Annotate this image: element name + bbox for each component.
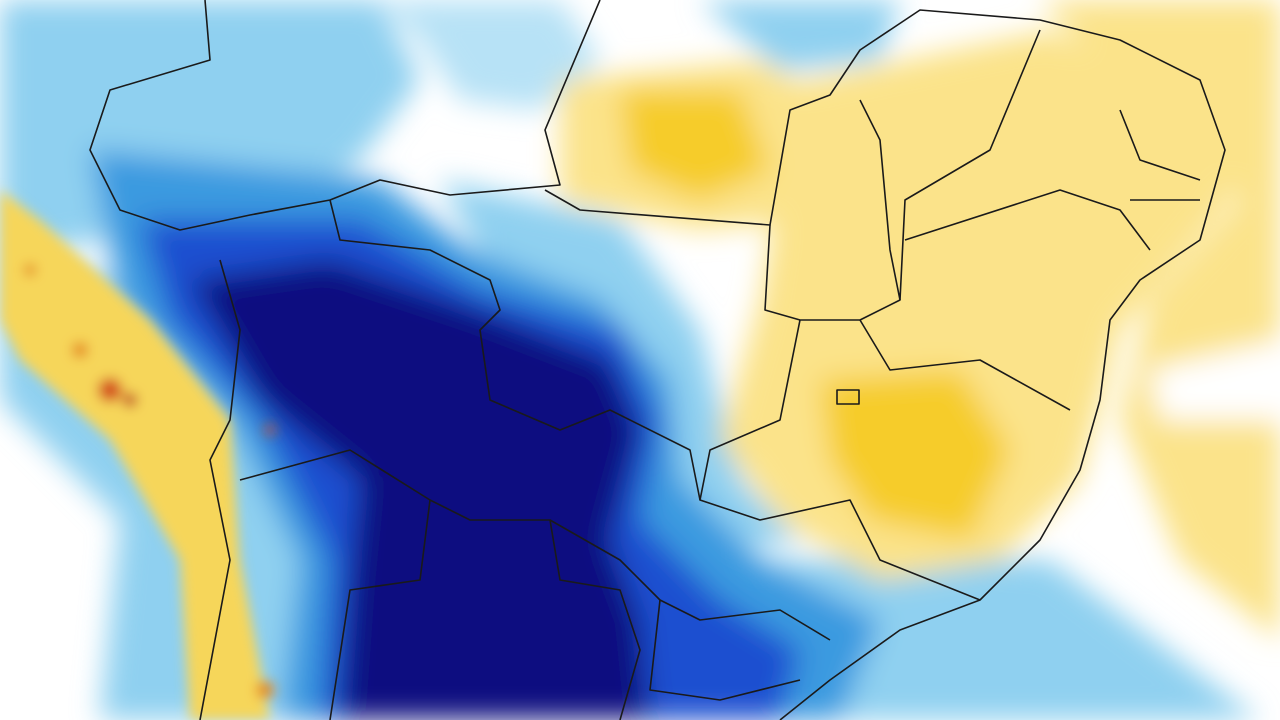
border xyxy=(1119,109,1201,201)
border xyxy=(699,319,981,601)
border xyxy=(239,449,831,641)
border xyxy=(859,319,1071,411)
border xyxy=(899,29,1041,301)
hot-spot xyxy=(256,681,274,699)
border xyxy=(329,199,701,501)
border xyxy=(836,389,860,405)
border xyxy=(544,9,1226,720)
border xyxy=(904,189,1151,251)
hot-spot xyxy=(24,264,36,276)
hot-spot xyxy=(265,425,275,435)
border xyxy=(764,99,901,321)
white-patch xyxy=(1150,340,1280,420)
border xyxy=(549,519,641,720)
border xyxy=(89,0,601,231)
hot-spot xyxy=(123,393,137,407)
border xyxy=(329,499,431,720)
andes-strip xyxy=(0,190,275,720)
yellow-strong xyxy=(620,90,770,200)
yellow-region xyxy=(0,190,270,720)
yellow-strong xyxy=(820,370,1010,540)
navy-region xyxy=(190,260,650,720)
hot-spot xyxy=(98,378,122,402)
light-blue-region xyxy=(700,0,900,70)
border xyxy=(649,599,801,701)
yellow-region xyxy=(1040,0,1280,640)
hot-spot xyxy=(72,342,88,358)
border xyxy=(199,259,241,720)
borders xyxy=(89,0,1226,720)
light-blue-region xyxy=(380,0,600,110)
